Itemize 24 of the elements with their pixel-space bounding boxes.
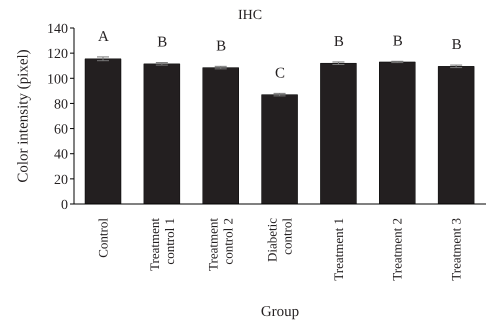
annotation: B (216, 38, 226, 54)
y-tick-label: 0 (61, 198, 68, 213)
annotation: A (98, 28, 110, 45)
x-tick-label: Treatment 2 (390, 218, 405, 281)
x-tick-label: Treatment control 1 (146, 218, 177, 271)
annotation: C (274, 65, 286, 82)
y-tick-label: 80 (54, 97, 68, 112)
y-tick-label: 120 (47, 47, 68, 62)
x-tick-label: Treatment 3 (448, 218, 464, 281)
y-tick-label: 20 (54, 172, 68, 188)
annotation: B (334, 34, 344, 50)
x-tick-label: Diabetic control (264, 218, 294, 262)
annotation: B (392, 33, 403, 50)
x-tick-label: Treatment 1 (330, 218, 346, 281)
annotation: B (157, 34, 168, 51)
x-axis-title: Group (260, 304, 300, 320)
annotation: B (452, 37, 462, 54)
x-tick-label: Control (95, 218, 110, 258)
y-axis-title: Color intensity (pixel) (15, 49, 32, 183)
y-tick-label: 140 (47, 22, 68, 37)
y-tick-label: 60 (54, 122, 68, 138)
chart-title: IHC (238, 8, 262, 23)
y-tick-label: 40 (54, 148, 68, 163)
y-tick-label: 100 (47, 72, 68, 88)
